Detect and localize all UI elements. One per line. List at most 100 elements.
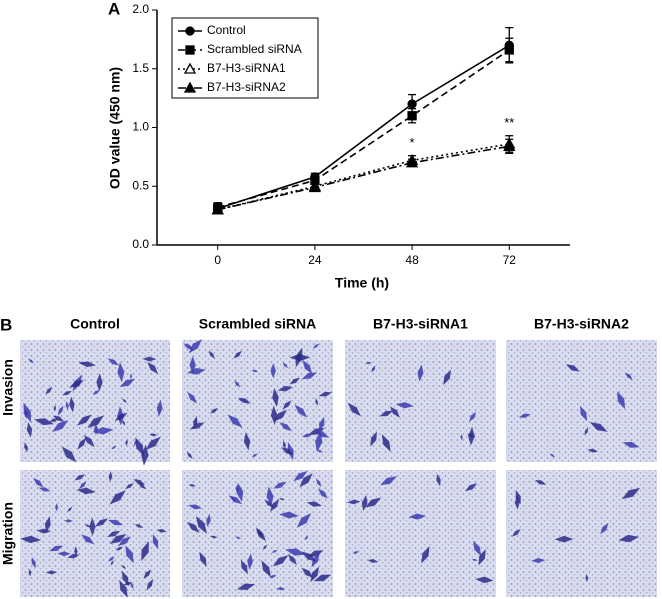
cell (45, 570, 58, 575)
cell (417, 364, 424, 382)
cell (55, 503, 59, 512)
column-label: B7-H3-siRNA1 (373, 316, 468, 332)
cell (518, 413, 531, 418)
cell (109, 533, 127, 545)
y-tick-label: 0.0 (132, 237, 149, 251)
cell (152, 534, 159, 550)
cell (301, 372, 318, 380)
cell (145, 436, 161, 451)
micrograph-background (506, 340, 657, 462)
legend-marker (183, 81, 197, 93)
cell (228, 495, 243, 505)
cell (52, 415, 65, 422)
cell (364, 497, 382, 508)
cell (110, 560, 114, 566)
cell (135, 437, 144, 457)
cell (287, 442, 294, 461)
cell (266, 486, 274, 507)
cell (251, 453, 258, 458)
cell (108, 471, 113, 483)
cell (287, 554, 298, 566)
cell (44, 515, 51, 533)
cell (347, 499, 361, 505)
cell (77, 437, 87, 450)
cell (53, 404, 57, 412)
cell (186, 451, 193, 459)
cell (589, 422, 608, 432)
cell (31, 557, 36, 569)
cell (57, 405, 64, 416)
cell (289, 377, 300, 385)
cell (311, 553, 320, 568)
y-tick-label: 1.5 (132, 61, 149, 75)
cell (379, 410, 394, 417)
micrograph (345, 470, 496, 597)
cell (301, 433, 313, 438)
cell (534, 480, 547, 485)
cell (247, 553, 253, 570)
cell (282, 440, 286, 450)
x-axis-label: Time (h) (335, 275, 389, 291)
cell (549, 453, 556, 458)
cell (478, 549, 486, 566)
micrograph-background (182, 470, 333, 597)
cell (272, 555, 289, 567)
cell (69, 380, 84, 388)
column-label: Scrambled siRNA (199, 316, 316, 332)
cell (281, 447, 294, 455)
cell (81, 534, 95, 545)
cell (210, 407, 218, 414)
cell (268, 575, 277, 578)
cell (279, 422, 292, 432)
y-tick-label: 0.5 (132, 178, 149, 192)
cell (147, 361, 159, 375)
cell (61, 446, 77, 463)
cell (134, 524, 144, 528)
cell (389, 406, 400, 418)
legend-marker (183, 62, 197, 74)
cell (106, 530, 121, 538)
cell (352, 551, 360, 554)
cell (189, 355, 196, 375)
panel-label: A (108, 0, 120, 18)
cell (111, 445, 117, 450)
micrograph-background (506, 470, 657, 597)
cell (64, 519, 74, 523)
micrograph (20, 470, 170, 598)
cell (28, 568, 32, 577)
cell (371, 365, 376, 373)
cell (514, 495, 520, 510)
micrograph-background (20, 340, 170, 462)
cell (67, 506, 73, 512)
micrograph (506, 340, 657, 462)
legend-label: Scrambled siRNA (207, 42, 302, 56)
cell (107, 519, 124, 526)
cell (301, 567, 314, 579)
cell (279, 498, 285, 501)
data-point (407, 99, 417, 109)
cell (52, 420, 69, 433)
data-point (504, 45, 514, 55)
x-tick-label: 48 (405, 253, 419, 267)
cell (301, 551, 317, 562)
cell (475, 576, 494, 584)
panel-label: B (0, 315, 12, 334)
x-tick-label: 72 (503, 253, 517, 267)
cell (129, 373, 133, 380)
cell (84, 524, 91, 528)
cell (315, 431, 323, 453)
series-line (217, 49, 510, 209)
cell (89, 517, 96, 536)
legend-marker (185, 45, 195, 55)
cell (279, 511, 299, 519)
cell (421, 546, 430, 564)
cell (436, 473, 441, 487)
cell (146, 578, 154, 591)
cell (33, 477, 44, 488)
cell (65, 401, 69, 411)
cell (114, 412, 128, 421)
cell (195, 516, 207, 534)
cell (271, 550, 278, 553)
cell (189, 422, 205, 430)
cell (276, 587, 286, 591)
